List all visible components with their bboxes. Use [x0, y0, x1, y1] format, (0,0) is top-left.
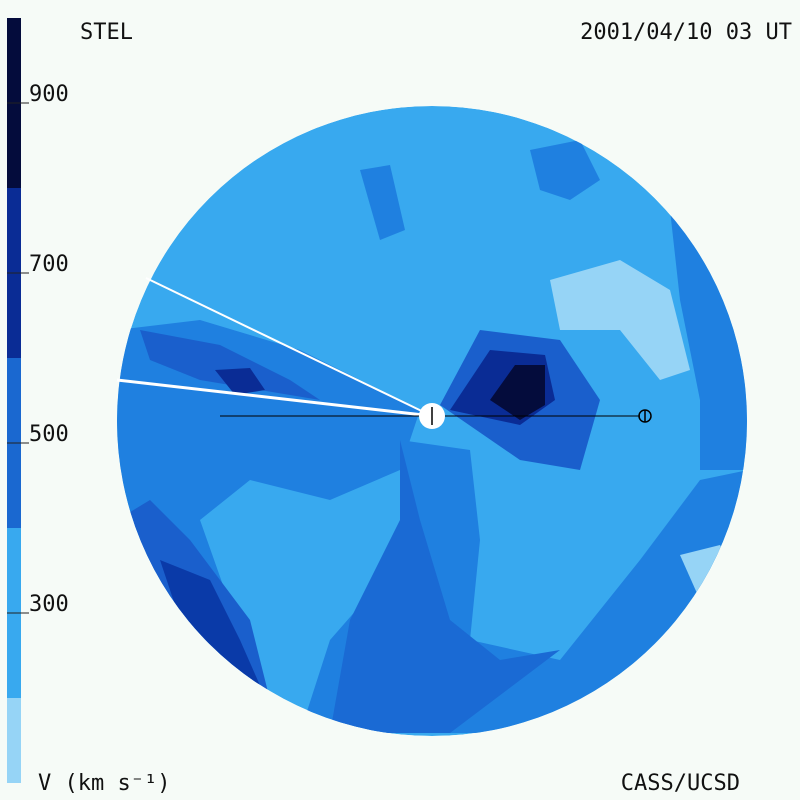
colorbar-tick-label: 500 [29, 422, 69, 447]
map-region [140, 330, 320, 400]
credit: CASS/UCSD [621, 771, 740, 796]
map-region [360, 165, 405, 240]
map-region [550, 260, 690, 380]
map-region [530, 140, 600, 200]
colorbar-tick-label: 300 [29, 592, 69, 617]
map-region [490, 365, 545, 420]
colorbar-tick-label: 700 [29, 252, 69, 277]
chart-subtitle: 2001/04/10 03 UT [580, 20, 792, 45]
sky-gap [145, 277, 433, 417]
sky-gap [116, 378, 433, 418]
colorbar: 300 500 700 900 [7, 18, 69, 783]
map-region [330, 440, 560, 733]
colorbar-band [7, 698, 21, 783]
map-region [215, 368, 265, 395]
map-region [670, 210, 747, 470]
colorbar-label: V (km s⁻¹) [38, 771, 170, 796]
chart-title: STEL [80, 20, 133, 45]
colorbar-tick-label: 900 [29, 82, 69, 107]
map-region [160, 560, 262, 700]
